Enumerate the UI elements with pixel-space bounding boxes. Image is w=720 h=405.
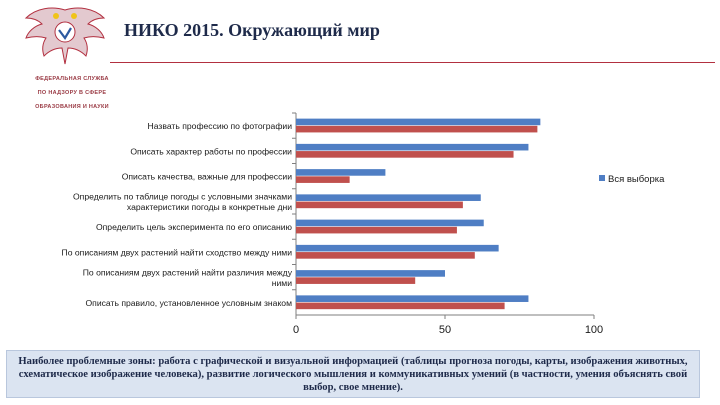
bar-chart: 0 50 100 Назвать профессию по фотографии Опи…	[62, 112, 665, 336]
category-label: Описать качества, важные для профессии	[122, 172, 292, 182]
category-label-line: характеристики погоды в конкретные дни	[127, 202, 292, 212]
category-label-line: ними	[272, 278, 292, 288]
category-label: Определить цель эксперимента по его опис…	[96, 222, 293, 232]
bar-blue	[296, 118, 541, 126]
bar-red	[296, 151, 514, 158]
bar-blue	[296, 244, 499, 252]
category-label: По описаниям двух растений найти сходств…	[62, 247, 293, 257]
bar-blue	[296, 143, 529, 151]
x-tick-label: 100	[585, 324, 603, 336]
category-label: Определить по таблице погоды с условными…	[73, 192, 292, 213]
category-label-line: Определить цель эксперимента по его опис…	[96, 222, 293, 232]
bar-blue	[296, 295, 529, 302]
category-label-line: Описать правило, установленное условным …	[86, 298, 293, 308]
category-label: Описать правило, установленное условным …	[86, 298, 293, 308]
summary-box: Наиболее проблемные зоны: работа с графи…	[6, 350, 700, 398]
category-label: Назвать профессию по фотографии	[148, 121, 293, 131]
category-label: По описаниям двух растений найти различи…	[83, 267, 293, 288]
category-label-line: По описаниям двух растений найти сходств…	[62, 247, 293, 257]
org-name-line-2: ПО НАДЗОРУ В СФЕРЕ	[37, 90, 107, 96]
x-tick-label: 50	[439, 324, 451, 336]
bar-blue	[296, 219, 484, 227]
page-title: НИКО 2015. Окружающий мир	[124, 20, 380, 40]
bar-blue	[296, 270, 445, 277]
title-divider	[110, 62, 715, 63]
category-label-line: Описать характер работы по профессии	[130, 146, 292, 156]
bar-red	[296, 201, 463, 209]
emblem-logo-icon	[24, 7, 106, 65]
bar-red	[296, 125, 538, 133]
bar-red	[296, 226, 457, 234]
bar-red	[296, 277, 416, 284]
org-name-line-1: ФЕДЕРАЛЬНАЯ СЛУЖБА	[35, 76, 109, 82]
bar-blue	[296, 194, 481, 201]
bar-red	[296, 302, 505, 310]
category-label-line: Определить по таблице погоды с условными…	[73, 192, 292, 202]
bar-red	[296, 176, 350, 183]
bar-blue	[296, 169, 386, 176]
bar-red	[296, 252, 475, 259]
org-name-line-3: ОБРАЗОВАНИЯ И НАУКИ	[35, 104, 109, 110]
category-label-line: Описать качества, важные для профессии	[122, 172, 292, 182]
category-label-line: Назвать профессию по фотографии	[148, 121, 293, 131]
legend-swatch	[599, 175, 605, 181]
legend-label: Вся выборка	[608, 174, 665, 185]
summary-text: Наиболее проблемные зоны: работа с графи…	[18, 356, 688, 393]
category-label-line: По описаниям двух растений найти различи…	[83, 267, 293, 277]
category-label: Описать характер работы по профессии	[130, 146, 292, 156]
x-tick-label: 0	[293, 324, 299, 336]
